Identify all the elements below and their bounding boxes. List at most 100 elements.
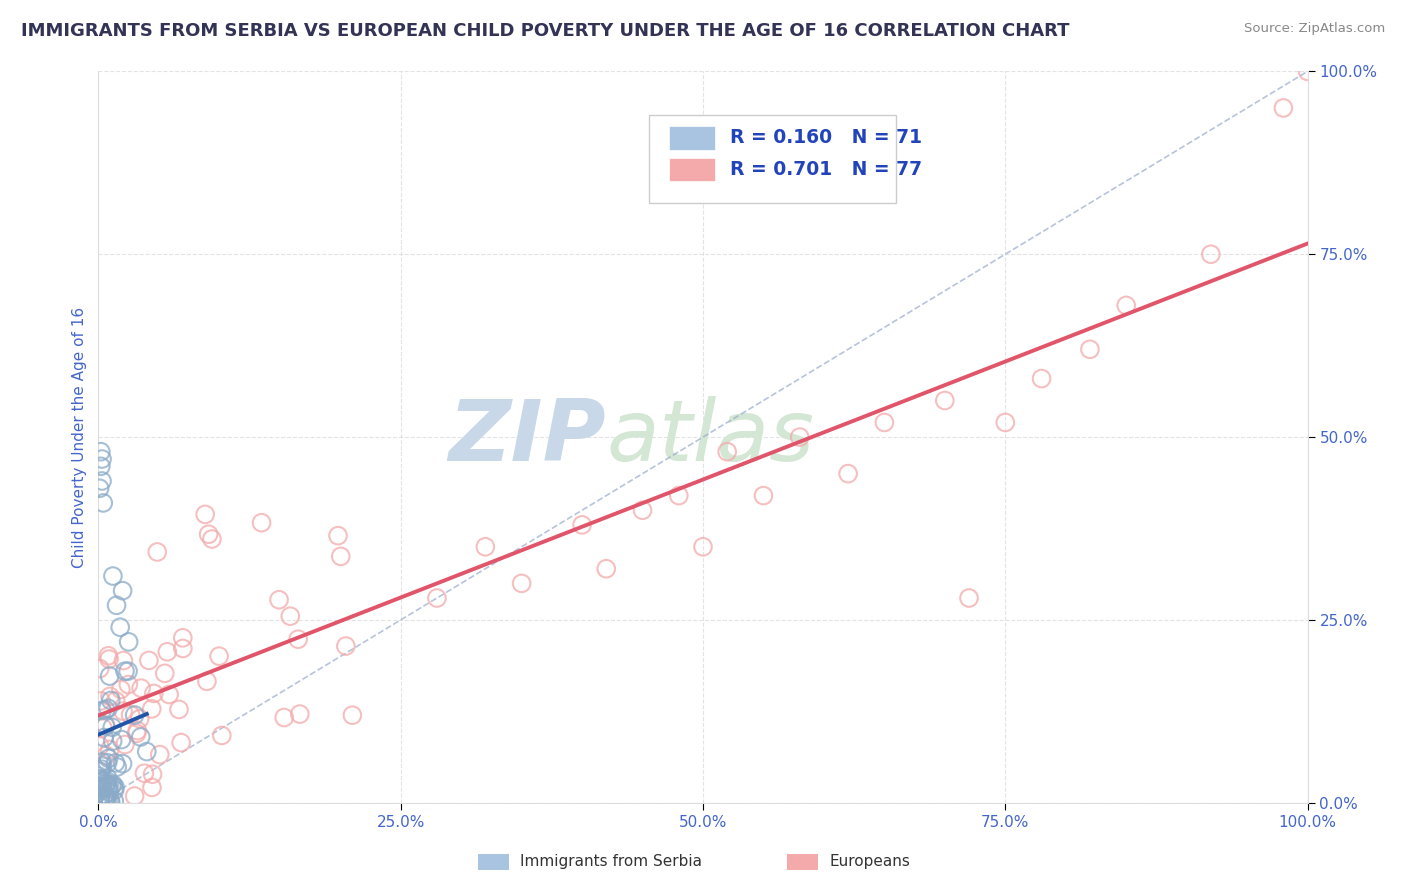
Point xyxy=(103,794,125,808)
Point xyxy=(101,734,124,748)
Point xyxy=(957,591,980,605)
Text: Europeans: Europeans xyxy=(830,855,911,869)
Point xyxy=(94,788,117,802)
Point xyxy=(89,772,111,786)
Text: ZIP: ZIP xyxy=(449,395,606,479)
Point xyxy=(631,503,654,517)
Point xyxy=(692,540,714,554)
Point xyxy=(1199,247,1222,261)
Point xyxy=(101,779,124,793)
Point xyxy=(194,508,217,522)
Point xyxy=(97,701,120,715)
Point xyxy=(110,682,132,697)
Point xyxy=(90,791,112,805)
Point xyxy=(595,562,617,576)
Point xyxy=(273,710,295,724)
Point xyxy=(91,703,114,717)
Point xyxy=(117,677,139,691)
Point xyxy=(172,641,194,656)
Point xyxy=(1078,343,1101,357)
Point xyxy=(114,664,136,678)
Point xyxy=(101,720,124,734)
Point xyxy=(93,794,115,808)
Text: R = 0.160   N = 71: R = 0.160 N = 71 xyxy=(730,128,921,147)
Point xyxy=(157,688,180,702)
Point xyxy=(96,748,118,763)
Point xyxy=(141,780,163,795)
Point xyxy=(1031,371,1053,385)
Point xyxy=(111,583,134,598)
Point xyxy=(124,708,146,723)
Point xyxy=(287,632,309,647)
Point xyxy=(89,789,111,803)
Point xyxy=(426,591,449,605)
Point xyxy=(129,730,152,744)
Point xyxy=(104,780,127,794)
Point xyxy=(112,654,135,668)
Point xyxy=(91,474,114,488)
Point xyxy=(197,527,219,541)
Point xyxy=(94,703,117,717)
Point xyxy=(118,635,141,649)
Point xyxy=(335,639,357,653)
Point xyxy=(114,738,136,752)
Point xyxy=(326,529,349,543)
Point xyxy=(91,496,114,510)
Point xyxy=(571,517,593,532)
Point xyxy=(104,694,127,708)
Point xyxy=(172,631,194,645)
Point xyxy=(90,773,112,788)
Point xyxy=(94,719,117,733)
Point xyxy=(135,745,157,759)
Point xyxy=(668,489,690,503)
Point xyxy=(101,778,124,792)
Point xyxy=(934,393,956,408)
Point xyxy=(120,707,142,722)
Point xyxy=(510,576,533,591)
Point xyxy=(110,732,132,747)
Point xyxy=(91,721,114,735)
Point xyxy=(98,690,121,704)
Point xyxy=(94,795,117,809)
Bar xyxy=(669,127,716,150)
Point xyxy=(108,620,131,634)
Point xyxy=(716,444,738,458)
Text: Source: ZipAtlas.com: Source: ZipAtlas.com xyxy=(1244,22,1385,36)
Point xyxy=(138,653,160,667)
Point xyxy=(90,783,112,797)
Point xyxy=(97,648,120,663)
Point xyxy=(142,686,165,700)
Point xyxy=(97,751,120,765)
Point xyxy=(111,756,134,771)
Text: Immigrants from Serbia: Immigrants from Serbia xyxy=(520,855,702,869)
Point xyxy=(98,778,121,792)
Point xyxy=(87,769,110,783)
Point xyxy=(94,792,117,806)
Point xyxy=(127,723,149,738)
Point xyxy=(288,707,311,722)
Point xyxy=(129,681,152,695)
Point xyxy=(89,739,111,753)
Point xyxy=(90,459,112,474)
Point xyxy=(105,599,128,613)
Point xyxy=(96,789,118,804)
Text: IMMIGRANTS FROM SERBIA VS EUROPEAN CHILD POVERTY UNDER THE AGE OF 16 CORRELATION: IMMIGRANTS FROM SERBIA VS EUROPEAN CHILD… xyxy=(21,22,1070,40)
Point xyxy=(752,489,775,503)
Point xyxy=(89,774,111,789)
Point xyxy=(87,780,110,795)
Point xyxy=(146,545,169,559)
Point xyxy=(91,780,114,794)
Text: atlas: atlas xyxy=(606,395,814,479)
Point xyxy=(1296,64,1319,78)
Point xyxy=(97,796,120,810)
Y-axis label: Child Poverty Under the Age of 16: Child Poverty Under the Age of 16 xyxy=(72,307,87,567)
Point xyxy=(104,756,127,770)
Point xyxy=(100,794,122,808)
Point xyxy=(153,666,176,681)
FancyBboxPatch shape xyxy=(648,115,897,203)
Point xyxy=(789,430,811,444)
Point xyxy=(342,708,364,723)
Point xyxy=(96,777,118,791)
Point xyxy=(250,516,273,530)
Point xyxy=(93,731,115,745)
